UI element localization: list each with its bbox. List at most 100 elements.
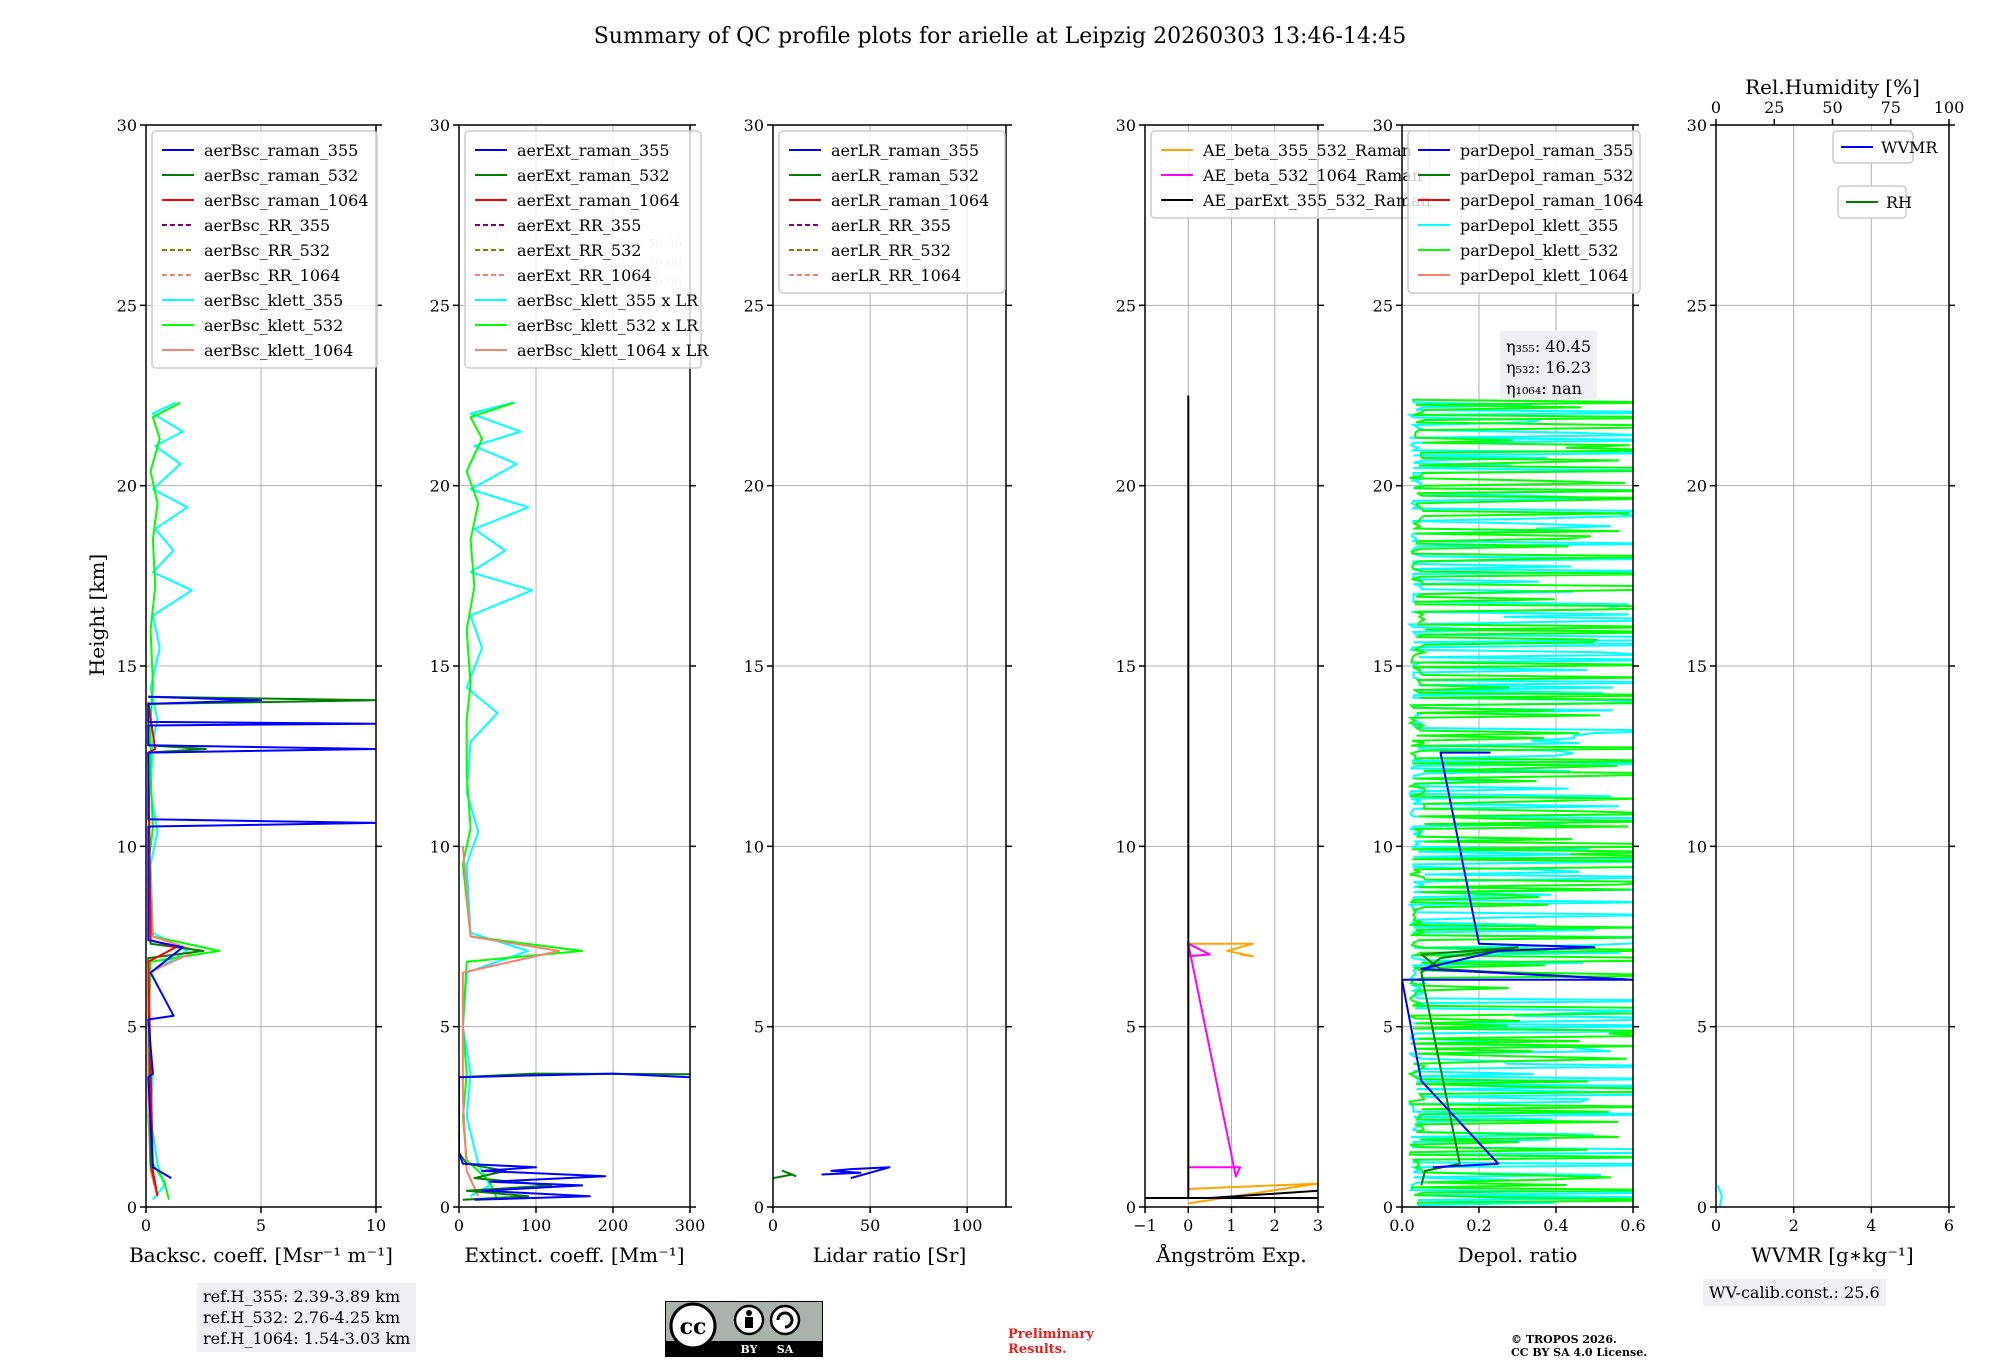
ytick-label: 25 [117, 296, 137, 315]
ytick-label: 10 [744, 837, 764, 856]
xtick-label: 0 [141, 1216, 151, 1235]
x-axis-label-wv: WVMR [g∗kg⁻¹] [1751, 1243, 1913, 1267]
series-group-bsc [147, 401, 376, 1201]
legend-label: aerBsc_klett_1064 [204, 341, 353, 360]
xtick-label: 0.4 [1543, 1216, 1568, 1235]
xtick-label: 0 [768, 1216, 778, 1235]
legend-label: aerBsc_raman_532 [204, 166, 358, 185]
ytick-label: 5 [440, 1018, 450, 1037]
series-line-aerBsc_klett_532 x LR [461, 401, 584, 1201]
legend-box [1407, 130, 1641, 294]
series-line-parDepol_klett_532 [1407, 398, 1633, 1206]
legend-label: parDepol_klett_1064 [1460, 266, 1629, 285]
figure-title: Summary of QC profile plots for arielle … [594, 24, 1407, 49]
legend-label: aerLR_raman_355 [831, 141, 979, 160]
ytick-label: 0 [127, 1198, 137, 1217]
legend-label: AE_beta_532_1064_Raman [1202, 166, 1422, 185]
legend-label: aerBsc_klett_532 x LR [517, 316, 699, 335]
refh-355: ref.H_355: 2.39-3.89 km [203, 1287, 401, 1306]
ytick-label: 5 [754, 1018, 764, 1037]
series-line-parDepol_raman_355 [1402, 751, 1633, 1169]
ytick-label: 30 [1373, 116, 1393, 135]
legend-ext: aerExt_raman_355 aerExt_raman_532 aerExt_r… [464, 130, 709, 369]
legend-label: aerExt_RR_532 [517, 241, 641, 260]
eta-background [1500, 331, 1597, 399]
series-line-parDepol_klett_355 [1406, 399, 1633, 1207]
legend-bsc: aerBsc_raman_355 aerBsc_raman_532 aerBsc_r… [151, 130, 378, 369]
series-line-aerBsc_raman_355 [147, 695, 376, 1179]
ytick-label: 15 [744, 657, 764, 676]
ytick-label: 10 [1116, 837, 1136, 856]
copyright-note: © TROPOS 2026. CC BY SA 4.0 License. [1511, 1333, 1647, 1359]
x-axis-label-lr: Lidar ratio [Sr] [813, 1243, 967, 1267]
preliminary-line-1: Preliminary [1008, 1327, 1094, 1342]
ytick-label: 20 [744, 477, 764, 496]
legend-depol: parDepol_raman_355 parDepol_raman_532 parD… [1407, 130, 1644, 294]
ytick-label: 0 [1126, 1198, 1136, 1217]
ytick-label: 15 [1687, 657, 1707, 676]
ytick-label: 30 [117, 116, 137, 135]
legend-label: aerBsc_RR_355 [204, 216, 330, 235]
legend-label: RH [1886, 193, 1912, 212]
ytick-label: 30 [1687, 116, 1707, 135]
legend-label: aerExt_RR_355 [517, 216, 641, 235]
xtick-label: 0 [1711, 1216, 1721, 1235]
series-line-WVMR [1716, 1185, 1723, 1207]
x-axis-label-depol: Depol. ratio [1458, 1243, 1578, 1267]
cc-icon [669, 1302, 717, 1350]
sa-share-icon [769, 1304, 801, 1336]
series-line-aerLR_raman_532 [773, 1169, 797, 1180]
legend-RH: RH [1837, 185, 1912, 219]
legend-label: WVMR [1881, 138, 1938, 157]
cc-license-logo: cc BY SA [665, 1301, 823, 1357]
legend-label: aerBsc_klett_532 [204, 316, 343, 335]
ytick-label: 0 [440, 1198, 450, 1217]
ytick-label: 15 [117, 657, 137, 676]
series-group-depol [1402, 398, 1633, 1207]
ytick-label: 30 [744, 116, 764, 135]
xtick-label: 50 [860, 1216, 880, 1235]
x-axis-label-bsc: Backsc. coeff. [Msr⁻¹ m⁻¹] [129, 1243, 393, 1267]
top-xtick-label: 0 [1711, 98, 1721, 117]
legend-label: aerLR_RR_355 [831, 216, 951, 235]
top-xtick-label: 75 [1881, 98, 1901, 117]
series-group-wv [1716, 1185, 1723, 1207]
xtick-label: 0 [1183, 1216, 1193, 1235]
ytick-label: 15 [1373, 657, 1393, 676]
ytick-label: 20 [1687, 477, 1707, 496]
legend-label: aerLR_raman_532 [831, 166, 979, 185]
copyright-line-1: © TROPOS 2026. [1511, 1333, 1617, 1346]
top-xtick-label: 25 [1764, 98, 1784, 117]
refh-532: ref.H_532: 2.76-4.25 km [203, 1308, 401, 1327]
legend-label: parDepol_raman_532 [1460, 166, 1633, 185]
legend-label: parDepol_raman_1064 [1460, 191, 1644, 210]
legend-box [778, 130, 1006, 294]
legend-label: parDepol_klett_532 [1460, 241, 1618, 260]
legend-label: aerBsc_raman_355 [204, 141, 358, 160]
eta-box: η₃₅₅: 40.45 η₅₃₂: 16.23 η₁₀₆₄: nan [1500, 331, 1597, 399]
xtick-label: 2 [1789, 1216, 1799, 1235]
legend-label: parDepol_raman_355 [1460, 141, 1633, 160]
ytick-label: 20 [1373, 477, 1393, 496]
series-line-aerBsc_klett_1064 x LR [461, 846, 561, 1197]
preliminary-line-2: Results. [1008, 1342, 1067, 1357]
ytick-label: 10 [117, 837, 137, 856]
series-line-aerBsc_raman_532 [147, 695, 376, 1186]
legend-label: aerExt_raman_532 [517, 166, 670, 185]
legend-label: aerExt_raman_1064 [517, 191, 680, 210]
series-line-aerBsc_raman_1064 [147, 701, 177, 1197]
panel-lr: 0 5 10 15 20 25 30 0 50 100 Lidar ratio [Sr] aerLR_… [744, 116, 1012, 1267]
legend-label: AE_parExt_355_532_Raman [1202, 191, 1431, 210]
ytick-label: 25 [1687, 296, 1707, 315]
series-group-ae [1145, 395, 1318, 1205]
series-group-lr [773, 1166, 891, 1180]
legend-label: aerBsc_RR_1064 [204, 266, 340, 285]
xtick-label: 0.2 [1466, 1216, 1491, 1235]
legend-lr: aerLR_raman_355 aerLR_raman_532 aerLR_rama… [778, 130, 1006, 294]
legend-box [464, 130, 702, 369]
series-group-ext [459, 401, 690, 1201]
